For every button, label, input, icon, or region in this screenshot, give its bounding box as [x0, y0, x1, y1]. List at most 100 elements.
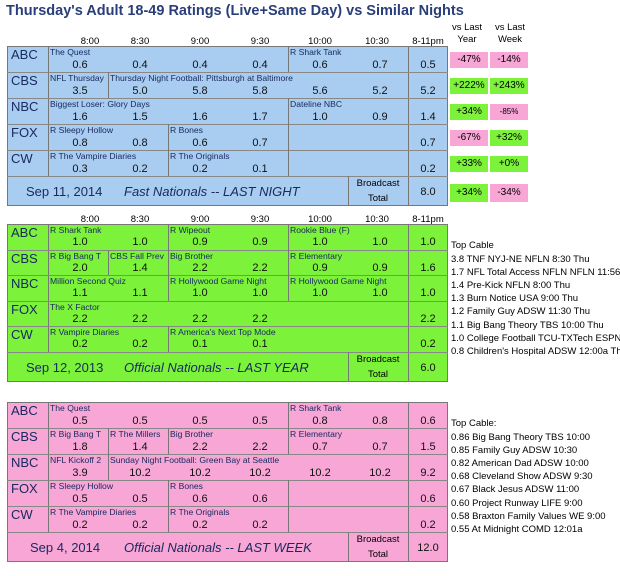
rating-cbs-0: 2.0: [72, 262, 88, 274]
total-vs-week: -34%: [490, 184, 528, 202]
rating-nbc-2: 1.6: [192, 111, 208, 123]
vs-year-cbs: +222%: [450, 78, 488, 94]
network-abc: ABC: [11, 403, 38, 418]
rating-fox-6: 2.2: [420, 313, 436, 325]
vs-week-fox: +32%: [490, 130, 528, 146]
network-cbs: CBS: [11, 251, 38, 266]
program-label: NFL Thursday: [50, 73, 104, 83]
footer-label: Official Nationals -- LAST YEAR: [124, 360, 309, 375]
rating-nbc-3: 1.7: [252, 111, 268, 123]
footer-date: Sep 11, 2014: [26, 184, 103, 199]
program-label: Biggest Loser: Glory Days: [50, 99, 150, 109]
rating-fox-1: 2.2: [132, 313, 148, 325]
rating-fox-0: 2.2: [72, 313, 88, 325]
program-label: R Vampire Diaries: [50, 327, 120, 337]
rating-cbs-5: 5.2: [372, 85, 388, 97]
program-label: R Wipeout: [170, 225, 211, 235]
rating-cbs-0: 3.5: [72, 85, 88, 97]
broadcast-label: Broadcast: [356, 178, 400, 189]
rating-fox-2: 0.6: [192, 137, 208, 149]
program-label: R The Vampire Diaries: [50, 507, 137, 517]
rating-abc-6: 0.6: [420, 415, 436, 427]
rating-fox-6: 0.6: [420, 493, 436, 505]
program-label: R Shark Tank: [290, 47, 342, 57]
rating-nbc-5: 1.0: [372, 287, 388, 299]
top-cable-item: 0.55 At Midnight COMD 12:01a: [451, 524, 583, 535]
rating-cw-2: 0.2: [192, 163, 208, 175]
program-label: R Bones: [170, 481, 203, 491]
program-label: CBS Fall Prev: [110, 251, 164, 261]
top-cable-item: 0.8 Children's Hospital ADSW 12:00a Thu: [451, 346, 620, 357]
rating-fox-6: 0.7: [420, 137, 436, 149]
rating-fox-0: 0.8: [72, 137, 88, 149]
network-cw: CW: [11, 327, 33, 342]
time-header-1000: 10:00: [308, 214, 332, 225]
time-header-830: 8:30: [130, 36, 150, 47]
vs-year-fox: -67%: [450, 130, 488, 146]
rating-abc-0: 0.5: [72, 415, 88, 427]
rating-abc-4: 0.8: [312, 415, 328, 427]
footer-label-text: Official Nationals -- LAST WEEK: [124, 540, 312, 555]
rating-fox-3: 0.7: [252, 137, 268, 149]
rating-abc-2: 0.5: [192, 415, 208, 427]
rating-cw-0: 0.2: [72, 519, 88, 531]
time-header-830: 8:30: [130, 214, 150, 225]
vs-week-abc: -14%: [490, 52, 528, 68]
time-header-800: 8:00: [80, 214, 100, 225]
rating-nbc-4: 1.0: [312, 287, 328, 299]
top-cable-title: Top Cable:: [451, 418, 497, 429]
footer-label: Fast Nationals -- LAST NIGHT: [124, 184, 300, 199]
program-label: R Elementary: [290, 251, 343, 261]
top-cable-item: 1.0 College Football TCU-TXTech ESPN 7: [451, 333, 620, 344]
rating-nbc-6: 9.2: [420, 467, 436, 479]
time-header-900: 9:00: [190, 214, 210, 225]
network-nbc: NBC: [11, 455, 39, 470]
rating-nbc-6: 1.0: [420, 287, 436, 299]
program-label: R Sleepy Hollow: [50, 481, 114, 491]
program-label: R The Originals: [170, 151, 230, 161]
time-header-1000: 10:00: [308, 36, 332, 47]
top-cable-item: 0.86 Big Bang Theory TBS 10:00: [451, 432, 591, 443]
rating-cw-2: 0.2: [192, 519, 208, 531]
vs-year-nbc: +34%: [450, 104, 488, 120]
program-label: NFL Kickoff 2: [50, 455, 102, 465]
program-label: Thursday Night Football: Pittsburgh at B…: [110, 73, 293, 83]
top-cable-item: 1.3 Burn Notice USA 9:00 Thu: [451, 293, 579, 304]
program-label: Dateline NBC: [290, 99, 343, 109]
rating-abc-4: 1.0: [312, 236, 328, 248]
program-label: R Shark Tank: [290, 403, 342, 413]
total-value: 6.0: [420, 362, 436, 374]
rating-cw-6: 0.2: [420, 163, 436, 175]
rating-cbs-6: 1.6: [420, 262, 436, 274]
program-label: R America's Next Top Mode: [170, 327, 276, 337]
vs-last-year-header: vs Last Year: [451, 22, 483, 45]
program-label: R Hollywood Game Night: [290, 276, 387, 286]
rating-nbc-0: 1.6: [72, 111, 88, 123]
footer-date: Sep 4, 2014: [30, 540, 101, 555]
rating-cw-0: 0.2: [72, 338, 88, 350]
vs-last-week-header: vs Last Week: [494, 22, 526, 45]
rating-abc-5: 0.7: [372, 59, 388, 71]
time-header-900: 9:00: [190, 36, 210, 47]
time-header-total: 8-11pm: [412, 214, 444, 225]
total-label: Total: [367, 549, 389, 560]
footer-date: Sep 12, 2013: [26, 360, 104, 375]
top-cable-item: 0.85 Family Guy ADSW 10:30: [451, 445, 578, 456]
rating-nbc-4: 10.2: [309, 467, 331, 479]
page-title: Thursday's Adult 18-49 Ratings (Live+Sam…: [6, 3, 464, 19]
program-label: R Sleepy Hollow: [50, 125, 114, 135]
network-cw: CW: [11, 507, 33, 522]
vs-year-cw: +33%: [450, 156, 488, 172]
rating-fox-0: 0.5: [72, 493, 88, 505]
program-label: R Big Bang T: [50, 251, 101, 261]
rating-abc-6: 0.5: [420, 59, 436, 71]
vs-week-cw: +0%: [490, 156, 528, 172]
vs-year-abc: -47%: [450, 52, 488, 68]
rating-cw-3: 0.2: [252, 519, 268, 531]
rating-nbc-0: 3.9: [72, 467, 88, 479]
rating-fox-2: 0.6: [192, 493, 208, 505]
network-fox: FOX: [11, 481, 38, 496]
program-label: R Elementary: [290, 429, 343, 439]
top-cable-item: 3.8 TNF NYJ-NE NFLN 8:30 Thu: [451, 254, 590, 265]
program-label: Big Brother: [170, 251, 213, 261]
